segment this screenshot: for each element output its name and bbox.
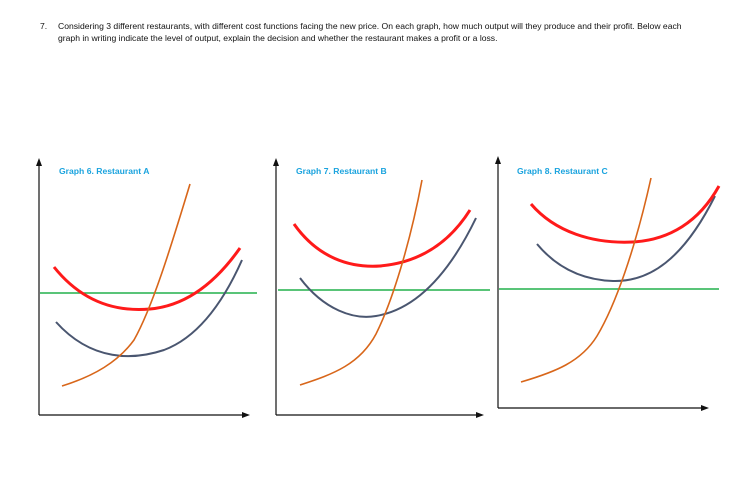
- graph-restaurant-a: Graph 6. Restaurant A: [34, 150, 274, 430]
- graph-restaurant-a-plot: [36, 158, 257, 418]
- avc-curve: [299, 217, 477, 318]
- avc-curve: [55, 259, 243, 358]
- avc-curve: [536, 195, 716, 283]
- question-text: Considering 3 different restaurants, wit…: [58, 21, 682, 44]
- graph-title: Graph 7. Restaurant B: [296, 166, 387, 176]
- graph-restaurant-c: Graph 8. Restaurant C: [493, 150, 729, 430]
- atc-curve: [529, 185, 721, 244]
- y-axis-arrow: [495, 156, 501, 164]
- graph-restaurant-b: Graph 7. Restaurant B: [272, 150, 512, 430]
- graph-restaurant-c-plot: [495, 156, 721, 411]
- mc-curve: [520, 177, 652, 383]
- atc-curve: [52, 247, 242, 311]
- graph-title: Graph 6. Restaurant A: [59, 166, 150, 176]
- mc-curve: [299, 179, 423, 386]
- graph-restaurant-b-plot: [273, 158, 490, 418]
- x-axis-arrow: [242, 412, 250, 418]
- question-block: 7. Considering 3 different restaurants, …: [40, 20, 690, 45]
- y-axis-arrow: [273, 158, 279, 166]
- x-axis-arrow: [701, 405, 709, 411]
- graph-title: Graph 8. Restaurant C: [517, 166, 608, 176]
- mc-curve: [61, 183, 191, 387]
- y-axis-arrow: [36, 158, 42, 166]
- question-number: 7.: [40, 21, 48, 31]
- x-axis-arrow: [476, 412, 484, 418]
- atc-curve: [292, 209, 472, 268]
